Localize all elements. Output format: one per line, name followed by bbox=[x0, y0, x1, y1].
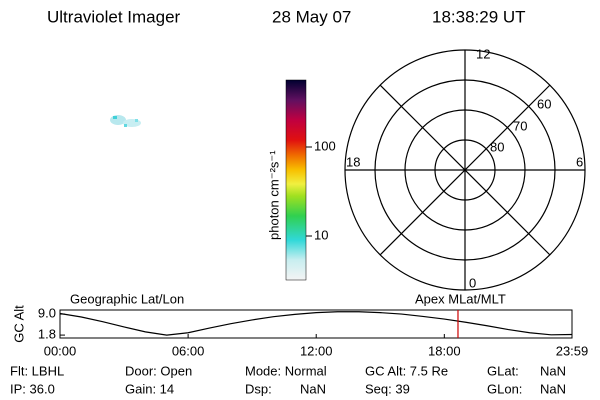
polar-grid: 12 6 0 18 60 70 80 bbox=[344, 46, 586, 291]
colorbar-label: photon cm⁻²s⁻¹ bbox=[266, 150, 281, 240]
status-field: GLat: bbox=[487, 363, 519, 378]
orbit-left-label: Geographic Lat/Lon bbox=[70, 291, 184, 306]
status-field: NaN bbox=[540, 381, 566, 396]
status-field: Flt: LBHL bbox=[10, 363, 64, 378]
mlt-label: 6 bbox=[576, 154, 583, 169]
date: 28 May 07 bbox=[272, 7, 351, 26]
y-axis-label: GC Alt bbox=[11, 305, 26, 343]
status-field: Dsp: bbox=[245, 381, 272, 396]
y-tick-label: 9.0 bbox=[38, 306, 56, 321]
mlt-label: 12 bbox=[476, 46, 490, 61]
x-tick-label: 12:00 bbox=[300, 343, 333, 358]
altitude-line bbox=[59, 311, 573, 336]
status-field: GC Alt: 7.5 Re bbox=[365, 363, 448, 378]
orbit-right-label: Apex MLat/MLT bbox=[415, 291, 506, 306]
lat-label: 60 bbox=[537, 96, 551, 111]
time: 18:38:29 UT bbox=[432, 7, 526, 26]
status-field: IP: 36.0 bbox=[10, 381, 55, 396]
status-field: Mode: Normal bbox=[245, 363, 327, 378]
lat-label: 80 bbox=[490, 139, 504, 154]
status-field: Gain: 14 bbox=[125, 381, 174, 396]
plot-frame bbox=[59, 309, 573, 339]
header: Ultraviolet Imager 28 May 07 18:38:29 UT bbox=[47, 7, 526, 26]
status-field: NaN bbox=[540, 363, 566, 378]
status-field: Door: Open bbox=[125, 363, 192, 378]
status-field: NaN bbox=[300, 381, 326, 396]
colorbar-tick: 100 bbox=[314, 138, 336, 153]
colorbar: 100 10 photon cm⁻²s⁻¹ bbox=[266, 79, 336, 281]
x-tick-label: 23:59 bbox=[556, 343, 589, 358]
image-blob bbox=[110, 115, 141, 127]
status-field: Seq: 39 bbox=[365, 381, 410, 396]
mlt-label: 0 bbox=[469, 275, 476, 290]
x-tick-label: 00:00 bbox=[44, 343, 77, 358]
x-tick-label: 18:00 bbox=[428, 343, 461, 358]
title: Ultraviolet Imager bbox=[47, 7, 181, 26]
y-tick-label: 1.8 bbox=[38, 327, 56, 342]
x-tick-label: 06:00 bbox=[172, 343, 205, 358]
footer: Flt: LBHL Door: Open Mode: Normal GC Alt: 7… bbox=[10, 363, 566, 396]
mlt-label: 18 bbox=[346, 154, 360, 169]
colorbar-tick: 10 bbox=[314, 227, 328, 242]
status-field: GLon: bbox=[487, 381, 522, 396]
lat-label: 70 bbox=[513, 118, 527, 133]
